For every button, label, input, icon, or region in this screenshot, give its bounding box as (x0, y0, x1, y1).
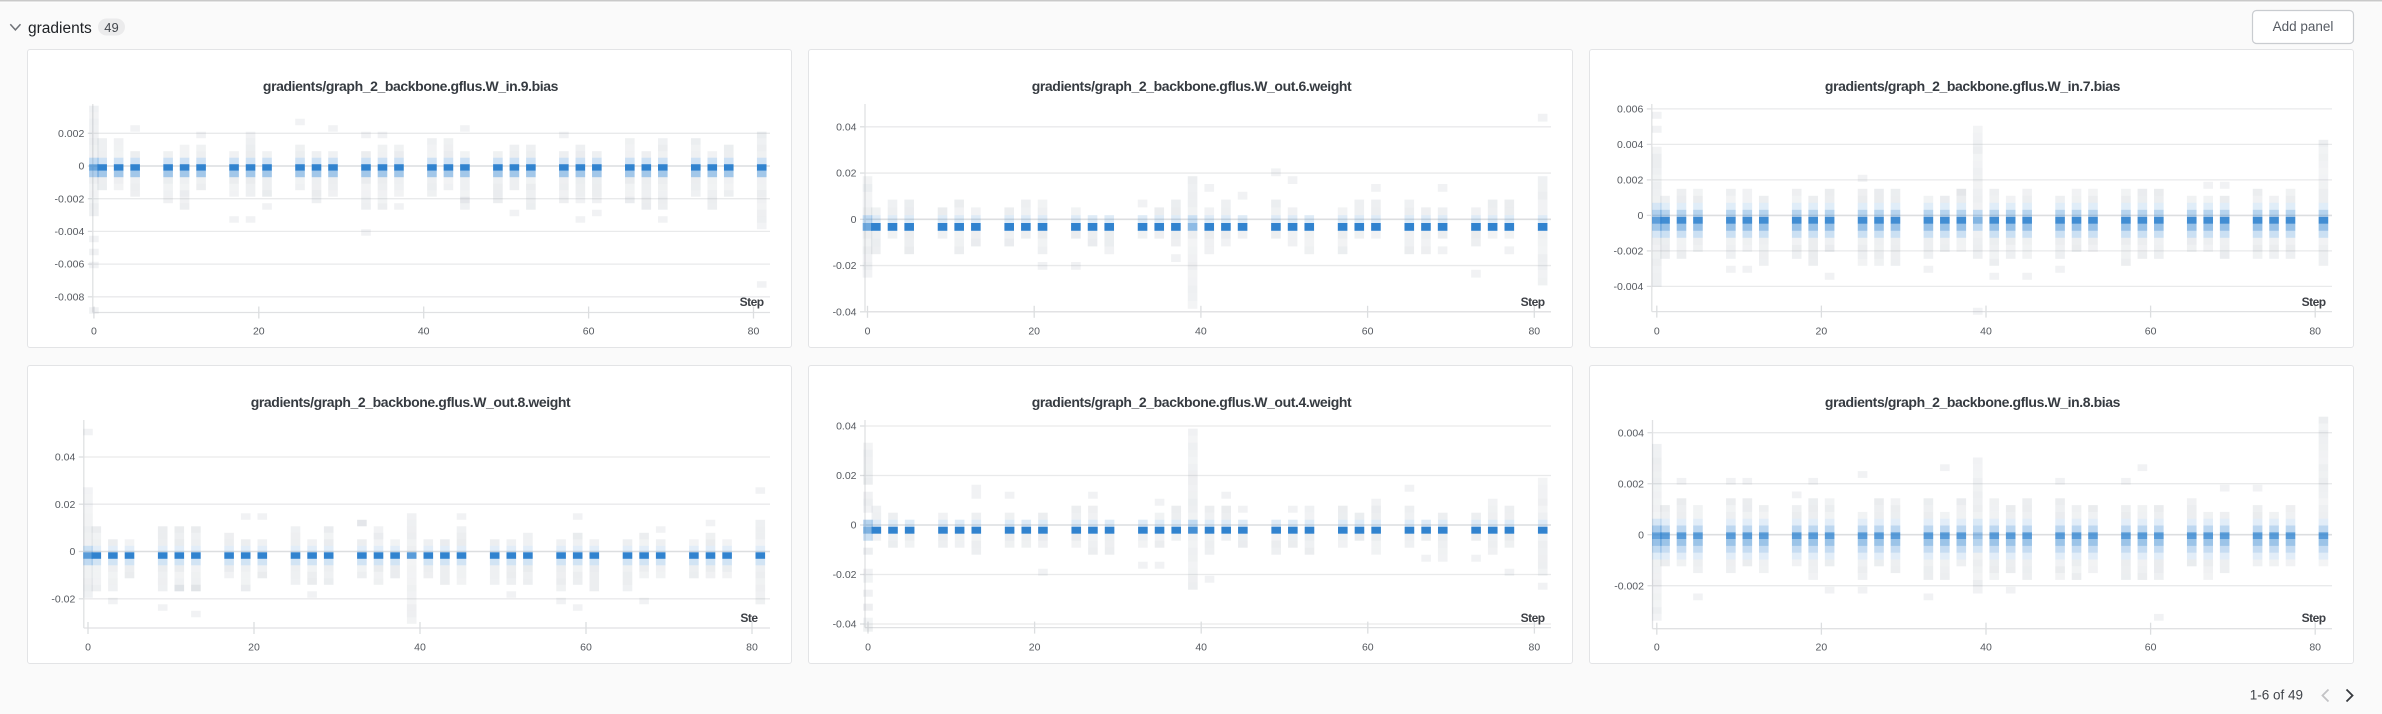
svg-text:20: 20 (1816, 326, 1828, 338)
svg-text:40: 40 (414, 642, 426, 654)
svg-text:0.002: 0.002 (1617, 175, 1643, 187)
svg-text:0.02: 0.02 (836, 470, 857, 482)
svg-text:-0.002: -0.002 (1614, 580, 1644, 592)
svg-text:gradients/graph_2_backbone.gfl: gradients/graph_2_backbone.gflus.W_in.8.… (1825, 394, 2121, 410)
svg-text:gradients/graph_2_backbone.gfl: gradients/graph_2_backbone.gflus.W_in.9.… (263, 78, 559, 94)
svg-text:40: 40 (1980, 326, 1992, 338)
svg-text:0: 0 (851, 520, 857, 532)
svg-text:0: 0 (865, 642, 871, 654)
svg-text:gradients/graph_2_backbone.gfl: gradients/graph_2_backbone.gflus.W_out.4… (1032, 394, 1352, 410)
svg-text:60: 60 (1362, 326, 1374, 338)
svg-text:0: 0 (91, 326, 97, 338)
svg-text:0: 0 (78, 161, 84, 173)
svg-text:1-6 of 49: 1-6 of 49 (2250, 688, 2303, 703)
svg-text:0.04: 0.04 (836, 421, 857, 433)
svg-text:0: 0 (69, 546, 75, 558)
svg-text:20: 20 (253, 326, 265, 338)
svg-text:Add panel: Add panel (2273, 19, 2334, 34)
svg-text:gradients/graph_2_backbone.gfl: gradients/graph_2_backbone.gflus.W_out.8… (251, 394, 571, 410)
svg-text:80: 80 (1529, 642, 1541, 654)
svg-text:Ste: Ste (740, 611, 758, 625)
svg-text:80: 80 (748, 326, 760, 338)
svg-text:40: 40 (418, 326, 430, 338)
svg-text:0.02: 0.02 (836, 168, 857, 180)
svg-text:60: 60 (583, 326, 595, 338)
svg-text:Step: Step (1521, 611, 1545, 625)
svg-text:Step: Step (2302, 611, 2326, 625)
svg-text:0.004: 0.004 (1618, 427, 1644, 439)
svg-text:gradients: gradients (28, 20, 92, 37)
svg-text:20: 20 (1816, 642, 1828, 654)
svg-text:0.006: 0.006 (1617, 104, 1643, 116)
svg-text:-0.006: -0.006 (55, 259, 85, 271)
svg-text:80: 80 (1528, 326, 1540, 338)
svg-text:gradients/graph_2_backbone.gfl: gradients/graph_2_backbone.gflus.W_in.7.… (1825, 78, 2121, 94)
svg-text:Step: Step (2302, 295, 2326, 309)
svg-text:0: 0 (851, 214, 857, 226)
svg-text:40: 40 (1980, 642, 1992, 654)
svg-text:0: 0 (85, 642, 91, 654)
svg-text:60: 60 (2145, 326, 2157, 338)
svg-text:60: 60 (1362, 642, 1374, 654)
svg-text:20: 20 (248, 642, 260, 654)
svg-text:80: 80 (2309, 642, 2321, 654)
svg-text:49: 49 (104, 20, 118, 35)
svg-text:0.002: 0.002 (1618, 478, 1644, 490)
svg-text:-0.02: -0.02 (51, 593, 75, 605)
svg-text:0: 0 (1654, 642, 1660, 654)
svg-text:0.004: 0.004 (1617, 139, 1643, 151)
svg-text:-0.02: -0.02 (833, 260, 857, 272)
svg-text:0.04: 0.04 (836, 121, 857, 133)
svg-text:20: 20 (1029, 642, 1041, 654)
svg-text:60: 60 (580, 642, 592, 654)
svg-text:-0.002: -0.002 (1614, 246, 1644, 258)
svg-text:40: 40 (1195, 642, 1207, 654)
svg-text:-0.04: -0.04 (833, 619, 857, 631)
svg-text:60: 60 (2145, 642, 2157, 654)
svg-text:-0.04: -0.04 (833, 306, 857, 318)
svg-text:0: 0 (1638, 529, 1644, 541)
svg-text:-0.004: -0.004 (1614, 281, 1644, 293)
svg-text:0: 0 (1637, 210, 1643, 222)
svg-text:gradients/graph_2_backbone.gfl: gradients/graph_2_backbone.gflus.W_out.6… (1032, 78, 1352, 94)
svg-text:20: 20 (1028, 326, 1040, 338)
svg-text:0.04: 0.04 (55, 452, 76, 464)
svg-text:0: 0 (865, 326, 871, 338)
svg-text:80: 80 (746, 642, 758, 654)
svg-text:80: 80 (2309, 326, 2321, 338)
svg-text:0: 0 (1654, 326, 1660, 338)
svg-text:-0.02: -0.02 (833, 569, 857, 581)
svg-text:Step: Step (1521, 295, 1545, 309)
svg-text:Step: Step (740, 295, 764, 309)
svg-text:40: 40 (1195, 326, 1207, 338)
svg-text:0.02: 0.02 (55, 499, 76, 511)
svg-text:-0.002: -0.002 (55, 193, 85, 205)
svg-text:0.002: 0.002 (58, 128, 84, 140)
svg-text:-0.004: -0.004 (55, 226, 85, 238)
svg-text:-0.008: -0.008 (55, 291, 85, 303)
